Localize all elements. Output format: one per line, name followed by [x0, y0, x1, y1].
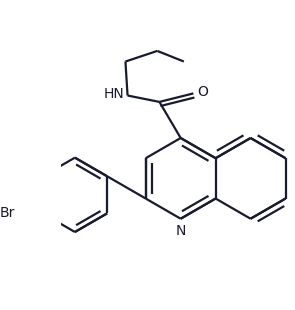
- Text: Br: Br: [0, 206, 15, 220]
- Text: N: N: [176, 224, 186, 238]
- Text: O: O: [198, 85, 209, 99]
- Text: HN: HN: [104, 87, 124, 101]
